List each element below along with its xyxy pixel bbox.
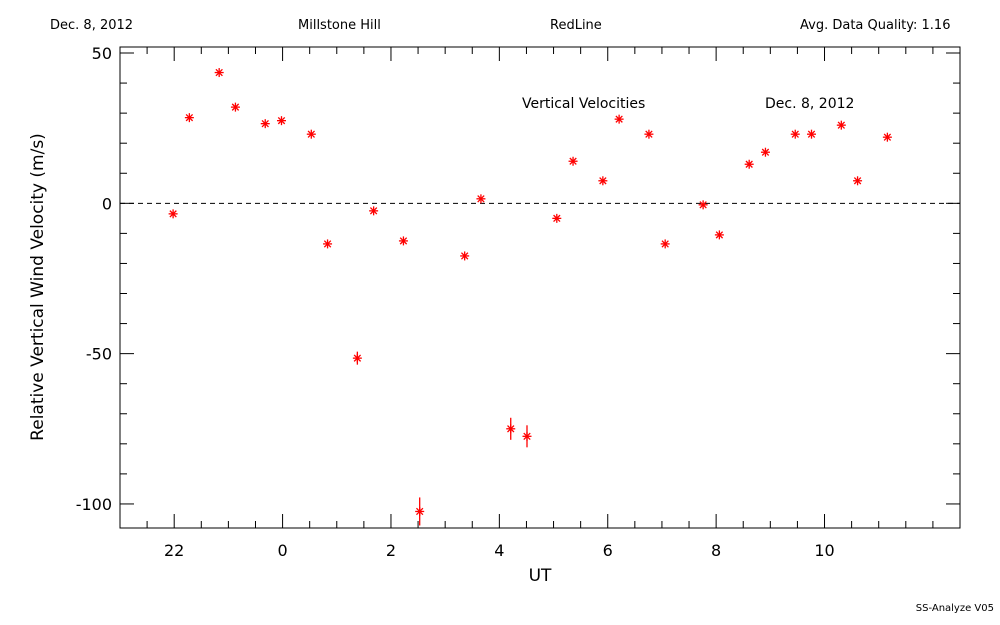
data-point: [276, 116, 286, 126]
y-axis-label: Relative Vertical Wind Velocity (m/s): [28, 133, 48, 441]
data-point: [306, 129, 316, 139]
x-tick-label: 6: [603, 541, 613, 560]
data-point: [184, 113, 194, 123]
data-point: [807, 129, 817, 139]
y-tick-label: -50: [86, 345, 112, 364]
data-point: [552, 213, 562, 223]
y-tick-label: 50: [92, 44, 112, 63]
data-point: [260, 119, 270, 129]
data-point: [398, 236, 408, 246]
data-point: [230, 102, 240, 112]
data-point: [415, 497, 425, 526]
data-point: [168, 209, 178, 219]
chart-annotation-title: Vertical Velocities: [522, 96, 645, 112]
data-point: [460, 251, 470, 261]
x-tick-label: 10: [814, 541, 834, 560]
header-instrument: RedLine: [550, 18, 602, 33]
plot-frame: [119, 46, 961, 529]
data-point: [506, 417, 516, 440]
data-point: [760, 147, 770, 157]
header-site: Millstone Hill: [298, 18, 381, 33]
data-point: [853, 176, 863, 186]
chart-annotation-date: Dec. 8, 2012: [765, 96, 854, 112]
data-point: [714, 230, 724, 240]
data-point: [522, 425, 532, 448]
data-point: [598, 176, 608, 186]
data-point: [568, 156, 578, 166]
data-point: [352, 351, 362, 365]
data-point: [744, 159, 754, 169]
header-data-quality: Avg. Data Quality: 1.16: [800, 18, 951, 33]
data-points: [168, 68, 892, 526]
data-point: [369, 206, 379, 216]
y-tick-label: -100: [76, 495, 112, 514]
x-tick-label: 2: [386, 541, 396, 560]
data-point: [644, 129, 654, 139]
data-point: [476, 194, 486, 204]
x-tick-label: 8: [711, 541, 721, 560]
data-point: [836, 120, 846, 130]
x-axis-label: UT: [529, 566, 552, 586]
data-point: [698, 200, 708, 210]
data-point: [323, 239, 333, 249]
data-point: [882, 132, 892, 142]
data-point: [214, 68, 224, 78]
x-tick-label: 4: [494, 541, 504, 560]
x-tick-label: 22: [164, 541, 184, 560]
axis-tick-labels: 22 0 2 4 6 8 10 50 0 -50 -100: [76, 44, 835, 560]
software-version: SS-Analyze V05: [915, 603, 994, 614]
data-point: [614, 114, 624, 124]
data-point: [790, 129, 800, 139]
header-date: Dec. 8, 2012: [50, 18, 134, 33]
data-point: [660, 239, 670, 249]
axis-ticks: [119, 47, 961, 528]
x-tick-label: 0: [277, 541, 287, 560]
y-tick-label: 0: [102, 194, 112, 213]
